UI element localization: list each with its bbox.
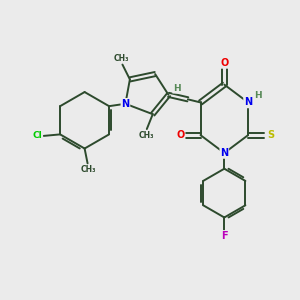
Text: F: F [221, 231, 228, 241]
Text: H: H [173, 84, 181, 93]
Text: N: N [121, 99, 130, 109]
Text: N: N [244, 98, 252, 107]
Text: N: N [220, 148, 228, 158]
Text: S: S [267, 130, 274, 140]
Text: H: H [254, 92, 261, 100]
Text: CH₃: CH₃ [139, 131, 154, 140]
Text: Cl: Cl [32, 131, 42, 140]
Text: CH₃: CH₃ [113, 53, 129, 62]
Text: O: O [220, 58, 228, 68]
Text: CH₃: CH₃ [80, 165, 96, 174]
Text: O: O [176, 130, 184, 140]
